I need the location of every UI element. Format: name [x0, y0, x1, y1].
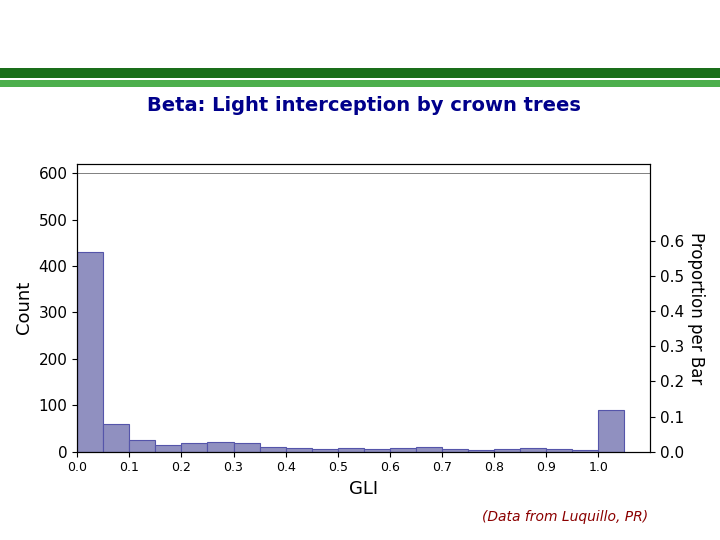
Title: Beta: Light interception by crown trees: Beta: Light interception by crown trees — [147, 96, 580, 115]
Bar — [442, 449, 468, 452]
Bar — [312, 449, 338, 452]
Bar — [468, 450, 494, 452]
Bar — [156, 445, 181, 452]
Bar — [598, 410, 624, 452]
Bar — [364, 449, 390, 452]
Bar — [207, 442, 233, 452]
X-axis label: GLI: GLI — [349, 480, 378, 498]
Bar — [494, 449, 520, 452]
Bar — [103, 424, 130, 452]
Bar — [130, 440, 156, 452]
Text: (Data from Luquillo, PR): (Data from Luquillo, PR) — [482, 510, 648, 524]
Y-axis label: Proportion per Bar: Proportion per Bar — [687, 232, 705, 384]
Bar — [181, 443, 207, 452]
Bar — [572, 450, 598, 452]
Bar — [338, 448, 364, 452]
Y-axis label: Count: Count — [15, 281, 33, 334]
Bar — [416, 447, 442, 452]
Bar — [286, 448, 312, 452]
Bar — [233, 443, 260, 452]
Bar — [77, 252, 103, 452]
Bar — [390, 449, 416, 452]
Bar — [546, 449, 572, 452]
Bar — [520, 448, 546, 452]
Bar — [260, 447, 286, 452]
